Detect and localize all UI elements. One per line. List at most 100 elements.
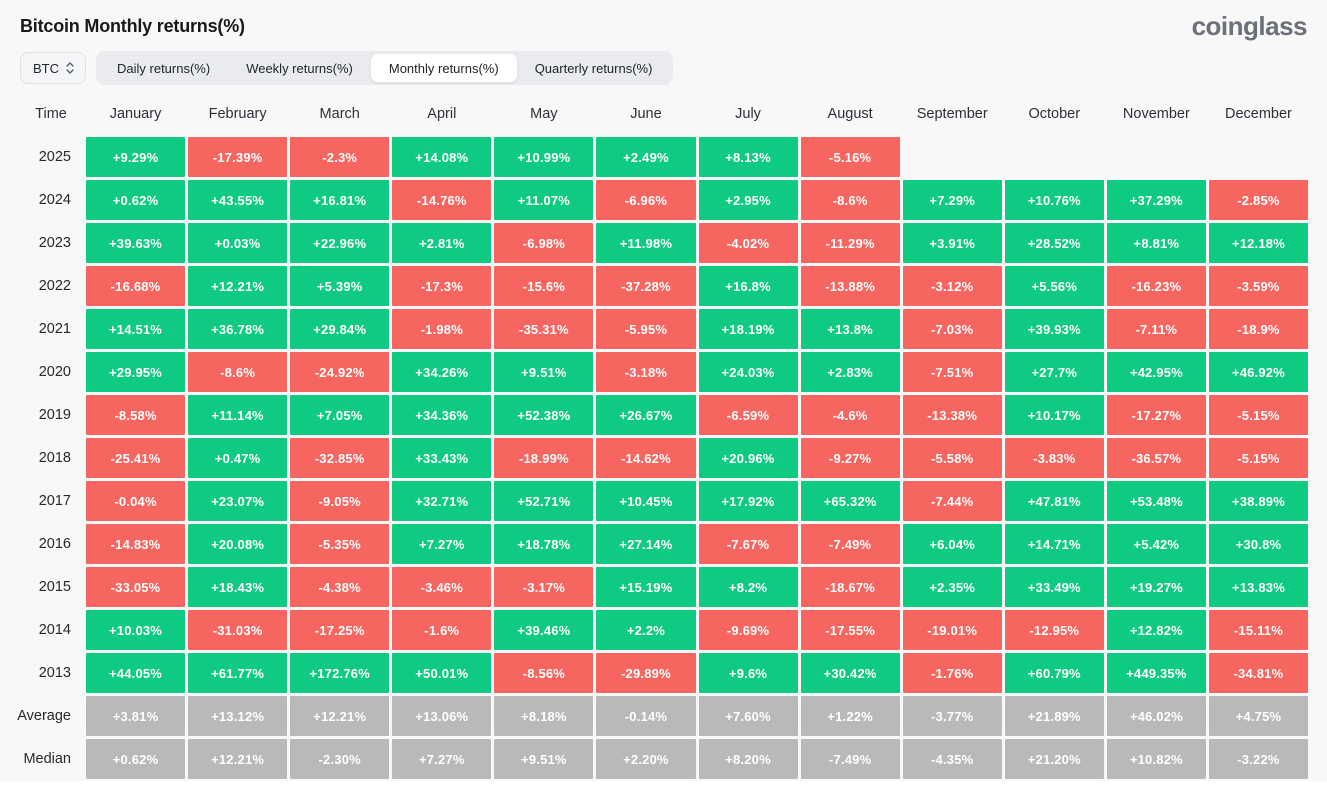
- row-label: 2025: [38, 149, 71, 165]
- return-cell: -24.92%: [290, 352, 390, 392]
- column-header: July: [735, 106, 761, 122]
- column-header: May: [530, 106, 558, 122]
- return-cell: +2.81%: [392, 223, 492, 263]
- return-cell: -3.22%: [1208, 739, 1308, 779]
- return-cell: +2.83%: [800, 352, 900, 392]
- return-cell: +7.29%: [902, 180, 1002, 220]
- return-cell: -16.68%: [86, 266, 186, 306]
- return-cell: +28.52%: [1004, 223, 1104, 263]
- return-cell: -7.49%: [800, 739, 900, 779]
- return-cell: +60.79%: [1004, 653, 1104, 693]
- return-cell: +21.89%: [1004, 696, 1104, 736]
- row-label: 2013: [38, 665, 71, 681]
- return-cell: +39.46%: [494, 610, 594, 650]
- coin-selector[interactable]: BTC: [20, 52, 86, 84]
- return-cell: -17.55%: [800, 610, 900, 650]
- tab-weekly-returns[interactable]: Weekly returns(%): [228, 54, 371, 82]
- return-cell: +5.56%: [1004, 266, 1104, 306]
- return-cell: -7.49%: [800, 524, 900, 564]
- return-cell: [1107, 137, 1206, 177]
- return-cell: +39.63%: [86, 223, 186, 263]
- return-cell: -29.89%: [596, 653, 696, 693]
- return-cell: +11.07%: [494, 180, 594, 220]
- return-cell: -17.39%: [188, 137, 288, 177]
- return-cell: +12.18%: [1208, 223, 1308, 263]
- tab-daily-returns[interactable]: Daily returns(%): [99, 54, 228, 82]
- return-cell: +27.7%: [1004, 352, 1104, 392]
- return-cell: [1209, 137, 1308, 177]
- column-header: September: [916, 106, 988, 122]
- return-cell: +26.67%: [596, 395, 696, 435]
- row-label: 2020: [38, 364, 71, 380]
- return-cell: -36.57%: [1106, 438, 1206, 478]
- return-cell: +4.75%: [1208, 696, 1308, 736]
- return-cell: [903, 137, 1002, 177]
- return-cell: +18.78%: [494, 524, 594, 564]
- return-cell: +9.51%: [494, 739, 594, 779]
- return-cell: -4.02%: [698, 223, 798, 263]
- return-cell: -3.46%: [392, 567, 492, 607]
- tab-monthly-returns[interactable]: Monthly returns(%): [370, 54, 517, 82]
- return-cell: -1.6%: [392, 610, 492, 650]
- row-label: 2023: [38, 235, 71, 251]
- return-cell: [1005, 137, 1104, 177]
- return-cell: -0.14%: [596, 696, 696, 736]
- return-cell: +8.13%: [698, 137, 798, 177]
- return-cell: -13.38%: [902, 395, 1002, 435]
- return-cell: -7.11%: [1106, 309, 1206, 349]
- return-cell: +13.83%: [1208, 567, 1308, 607]
- return-cell: -5.95%: [596, 309, 696, 349]
- return-cell: +47.81%: [1004, 481, 1104, 521]
- return-cell: -35.31%: [494, 309, 594, 349]
- return-cell: +16.8%: [698, 266, 798, 306]
- return-cell: -32.85%: [290, 438, 390, 478]
- return-cell: -3.83%: [1004, 438, 1104, 478]
- return-cell: -5.15%: [1208, 395, 1308, 435]
- return-cell: -7.03%: [902, 309, 1002, 349]
- top-bar: Bitcoin Monthly returns(%) coinglass: [0, 0, 1327, 46]
- return-cell: -25.41%: [86, 438, 186, 478]
- row-label: 2017: [38, 493, 71, 509]
- return-cell: +43.55%: [188, 180, 288, 220]
- return-cell: +9.51%: [494, 352, 594, 392]
- return-cell: +32.71%: [392, 481, 492, 521]
- return-cell: -7.67%: [698, 524, 798, 564]
- return-cell: -0.04%: [86, 481, 186, 521]
- column-header: April: [427, 106, 457, 122]
- return-cell: +5.42%: [1106, 524, 1206, 564]
- return-cell: +33.43%: [392, 438, 492, 478]
- return-cell: +8.81%: [1106, 223, 1206, 263]
- row-label: 2022: [38, 278, 71, 294]
- tab-quarterly-returns[interactable]: Quarterly returns(%): [517, 54, 671, 82]
- column-header: June: [630, 106, 662, 122]
- return-cell: +2.95%: [698, 180, 798, 220]
- return-cell: -3.17%: [494, 567, 594, 607]
- return-cell: -5.15%: [1208, 438, 1308, 478]
- return-cell: -2.30%: [290, 739, 390, 779]
- return-cell: +19.27%: [1106, 567, 1206, 607]
- return-cell: -5.35%: [290, 524, 390, 564]
- coinglass-logo: coinglass: [1191, 10, 1308, 41]
- return-cell: -6.59%: [698, 395, 798, 435]
- return-cell: -37.28%: [596, 266, 696, 306]
- return-cell: +13.8%: [800, 309, 900, 349]
- return-cell: +14.51%: [86, 309, 186, 349]
- return-cell: -34.81%: [1208, 653, 1308, 693]
- return-cell: -1.76%: [902, 653, 1002, 693]
- return-cell: +13.12%: [188, 696, 288, 736]
- return-cell: +33.49%: [1004, 567, 1104, 607]
- return-cell: -4.35%: [902, 739, 1002, 779]
- return-cell: +27.14%: [596, 524, 696, 564]
- column-header: January: [109, 106, 162, 122]
- return-cell: +65.32%: [800, 481, 900, 521]
- return-cell: -6.96%: [596, 180, 696, 220]
- return-cell: +2.20%: [596, 739, 696, 779]
- return-cell: +11.98%: [596, 223, 696, 263]
- return-cell: +18.19%: [698, 309, 798, 349]
- return-cell: +44.05%: [86, 653, 186, 693]
- row-label: 2018: [38, 450, 71, 466]
- return-cell: +50.01%: [392, 653, 492, 693]
- return-cell: +13.06%: [392, 696, 492, 736]
- return-cell: +449.35%: [1106, 653, 1206, 693]
- return-cell: +29.95%: [86, 352, 186, 392]
